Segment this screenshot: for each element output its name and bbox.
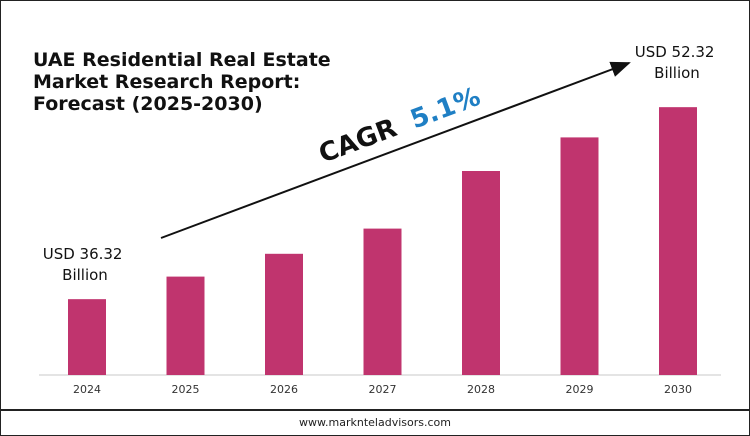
bar-2029 — [560, 137, 599, 375]
x-tick-label-2027: 2027 — [369, 383, 397, 396]
x-tick-label-2028: 2028 — [467, 383, 495, 396]
x-tick-label-2030: 2030 — [664, 383, 692, 396]
bar-chart: 2024 2025 2026 2027 2028 2029 2030 CAGR 5.1% U… — [39, 43, 721, 396]
end-value-line1: USD 52.32 — [635, 43, 715, 61]
x-tick-label-2025: 2025 — [172, 383, 200, 396]
end-value-annotation: USD 52.32 Billion — [635, 43, 720, 82]
cagr-value: 5.1% — [406, 82, 484, 135]
end-value-line2: Billion — [654, 64, 700, 82]
cagr-trend-arrow — [160, 61, 631, 239]
x-tick-label-2024: 2024 — [73, 383, 101, 396]
footer-url: www.marknteladvisors.com — [1, 409, 749, 435]
x-tick-label-2026: 2026 — [270, 383, 298, 396]
start-value-line1: USD 36.32 — [43, 245, 123, 263]
bar-2024 — [68, 299, 106, 375]
start-value-line2: Billion — [62, 266, 108, 284]
x-tick-label-2029: 2029 — [566, 383, 594, 396]
bar-2027 — [363, 228, 402, 375]
bar-2028 — [462, 171, 500, 375]
bar-2030 — [659, 107, 697, 375]
chart-title: UAE Residential Real Estate Market Resea… — [33, 49, 331, 115]
start-value-annotation: USD 36.32 Billion — [43, 245, 128, 284]
bars — [68, 107, 697, 375]
bar-2026 — [265, 253, 303, 375]
bar-2025 — [166, 276, 205, 375]
cagr-label: CAGR — [315, 113, 401, 169]
x-tick-labels: 2024 2025 2026 2027 2028 2029 2030 — [73, 383, 692, 396]
